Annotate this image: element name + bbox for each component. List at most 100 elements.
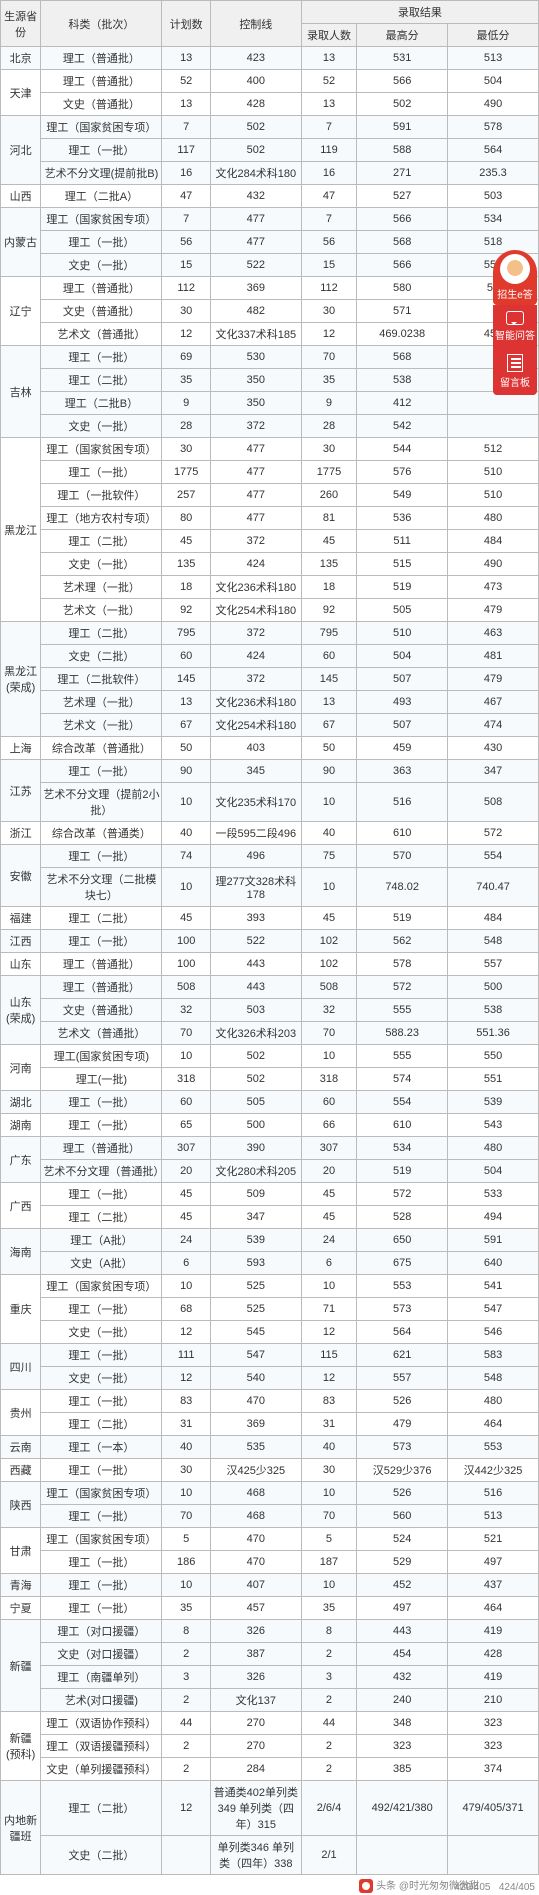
table-row: 内地新疆班理工（二批）12普通类402单列类349 单列类（四年）3152/6/… (1, 1781, 539, 1836)
min-cell: 534 (448, 208, 539, 231)
plan-cell: 112 (162, 277, 210, 300)
th-result-group: 录取结果 (301, 1, 538, 24)
category-cell: 艺术文（一批） (41, 599, 162, 622)
table-row: 理工（二批）3535035538 (1, 369, 539, 392)
min-cell: 490 (448, 93, 539, 116)
category-cell: 文史（对口援疆） (41, 1643, 162, 1666)
max-cell: 549 (357, 484, 448, 507)
table-row: 文史（一批）1254012557548 (1, 1367, 539, 1390)
control-cell: 496 (210, 845, 301, 868)
table-row: 艺术(对口援疆)2文化1372240210 (1, 1689, 539, 1712)
category-cell: 理工（普通批） (41, 976, 162, 999)
control-cell: 369 (210, 1413, 301, 1436)
max-cell: 363 (357, 760, 448, 783)
category-cell: 理工（二批B） (41, 392, 162, 415)
category-cell: 理工（双语援疆预科） (41, 1735, 162, 1758)
control-cell: 443 (210, 953, 301, 976)
helper-board[interactable]: 留言板 (493, 348, 537, 395)
category-cell: 理工（一批） (41, 139, 162, 162)
category-cell: 理工（国家贫困专项） (41, 1275, 162, 1298)
min-cell: 464 (448, 1597, 539, 1620)
province-cell: 福建 (1, 907, 41, 930)
max-cell: 443 (357, 1620, 448, 1643)
category-cell: 理工（国家贫困专项） (41, 1482, 162, 1505)
province-cell: 浙江 (1, 822, 41, 845)
control-cell: 477 (210, 231, 301, 254)
category-cell: 理工（一批） (41, 1298, 162, 1321)
province-cell: 重庆 (1, 1275, 41, 1344)
plan-cell: 12 (162, 1321, 210, 1344)
province-cell: 四川 (1, 1344, 41, 1390)
plan-cell: 18 (162, 576, 210, 599)
plan-cell: 10 (162, 783, 210, 822)
max-cell: 570 (357, 845, 448, 868)
category-cell: 理工（一批） (41, 845, 162, 868)
admitted-cell: 2/1 (301, 1836, 357, 1875)
table-row: 黑龙江理工（国家贫困专项）3047730544512 (1, 438, 539, 461)
note-icon (507, 354, 523, 372)
category-cell: 文史（二批） (41, 1836, 162, 1875)
max-cell: 555 (357, 999, 448, 1022)
control-cell: 530 (210, 346, 301, 369)
max-cell: 510 (357, 622, 448, 645)
plan-cell: 257 (162, 484, 210, 507)
min-cell: 533 (448, 1183, 539, 1206)
control-cell: 文化235术科170 (210, 783, 301, 822)
helper-top[interactable]: 招生e答 (493, 250, 537, 305)
category-cell: 艺术文（普通批） (41, 323, 162, 346)
helper-qa[interactable]: 智能问答 (493, 305, 537, 348)
min-cell: 464 (448, 1413, 539, 1436)
province-cell: 上海 (1, 737, 41, 760)
min-cell: 578 (448, 116, 539, 139)
table-row: 艺术理（一批）13文化236术科18013493467 (1, 691, 539, 714)
category-cell: 理工(国家贫困专项) (41, 1045, 162, 1068)
admitted-cell: 66 (301, 1114, 357, 1137)
max-cell: 544 (357, 438, 448, 461)
province-cell: 山东(荣成) (1, 976, 41, 1045)
admitted-cell: 67 (301, 714, 357, 737)
category-cell: 理工（普通批） (41, 47, 162, 70)
control-cell: 443 (210, 976, 301, 999)
control-cell: 文化284术科180 (210, 162, 301, 185)
min-cell: 557 (448, 953, 539, 976)
admitted-cell: 795 (301, 622, 357, 645)
category-cell: 理工（二批） (41, 1206, 162, 1229)
admitted-cell: 35 (301, 1597, 357, 1620)
control-cell: 522 (210, 254, 301, 277)
table-row: 湖北理工（一批）6050560554539 (1, 1091, 539, 1114)
admitted-cell: 45 (301, 907, 357, 930)
plan-cell: 145 (162, 668, 210, 691)
max-cell: 529 (357, 1551, 448, 1574)
control-cell: 文化137 (210, 1689, 301, 1712)
table-row: 文史（二批）6042460504481 (1, 645, 539, 668)
control-cell: 文化337术科185 (210, 323, 301, 346)
table-row: 重庆理工（国家贫困专项）1052510553541 (1, 1275, 539, 1298)
category-cell: 理工（一批） (41, 1574, 162, 1597)
admitted-cell: 92 (301, 599, 357, 622)
table-row: 艺术不分文理（普通批）20文化280术科20520519504 (1, 1160, 539, 1183)
admitted-cell: 187 (301, 1551, 357, 1574)
admitted-cell: 30 (301, 1459, 357, 1482)
province-cell: 山西 (1, 185, 41, 208)
max-cell: 534 (357, 1137, 448, 1160)
admitted-cell: 1775 (301, 461, 357, 484)
category-cell: 理工（国家贫困专项） (41, 208, 162, 231)
min-cell: 553 (448, 1436, 539, 1459)
admitted-cell: 70 (301, 1505, 357, 1528)
plan-cell: 6 (162, 1252, 210, 1275)
plan-cell: 7 (162, 116, 210, 139)
admitted-cell: 47 (301, 185, 357, 208)
category-cell: 理工（一批） (41, 1344, 162, 1367)
floating-helper[interactable]: 招生e答 智能问答 留言板 (493, 250, 537, 395)
plan-cell: 2 (162, 1689, 210, 1712)
table-row: 新疆(预科)理工（双语协作预科）4427044348323 (1, 1712, 539, 1735)
table-row: 新疆理工（对口援疆）83268443419 (1, 1620, 539, 1643)
min-cell (448, 1836, 539, 1875)
plan-cell: 307 (162, 1137, 210, 1160)
min-cell: 428 (448, 1643, 539, 1666)
control-cell: 326 (210, 1620, 301, 1643)
plan-cell: 31 (162, 1413, 210, 1436)
max-cell: 519 (357, 1160, 448, 1183)
table-row: 艺术不分文理(提前批B)16文化284术科18016271235.3 (1, 162, 539, 185)
max-cell: 519 (357, 907, 448, 930)
